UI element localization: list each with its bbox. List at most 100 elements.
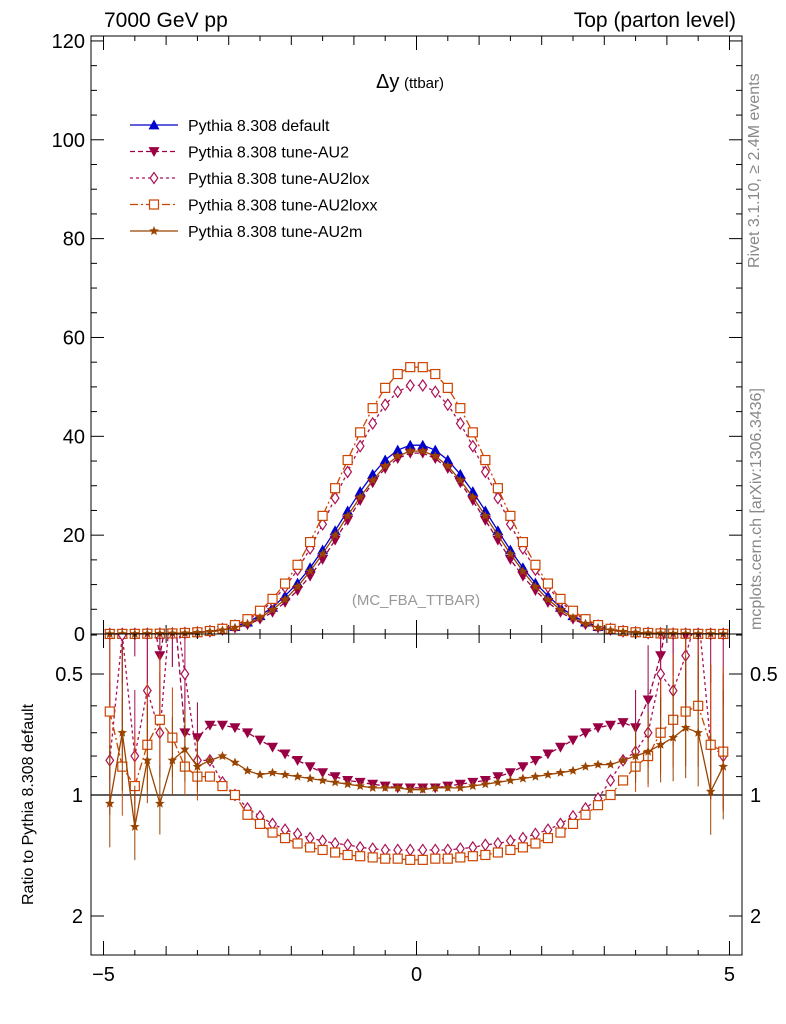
ratio-series-marker xyxy=(668,580,679,590)
ratio-series-marker xyxy=(555,767,566,777)
ratio-series-marker xyxy=(605,789,616,801)
ratio-y-tick-label: 2 xyxy=(72,906,83,928)
ratio-series-marker xyxy=(555,827,566,838)
main-series-marker xyxy=(418,446,428,456)
ratio-series-marker xyxy=(330,777,340,787)
main-series-marker xyxy=(304,536,316,548)
main-series-marker xyxy=(468,439,478,453)
main-series-marker xyxy=(142,628,153,638)
main-series-marker xyxy=(330,491,340,505)
ratio-series-marker xyxy=(492,772,504,783)
ratio-series-marker xyxy=(480,849,491,861)
ratio-series-marker xyxy=(493,777,503,787)
ratio-series-marker xyxy=(480,838,490,852)
ratio-series-marker xyxy=(493,836,503,851)
ratio-series-marker xyxy=(304,842,316,853)
ratio-series-marker xyxy=(167,580,178,590)
main-series-marker xyxy=(405,378,415,392)
main-series-marker xyxy=(530,581,541,591)
ratio-series-marker xyxy=(155,798,165,808)
ratio-series-marker xyxy=(443,782,453,792)
main-series-marker xyxy=(330,530,340,540)
ratio-series-marker xyxy=(405,843,415,857)
main-series-marker xyxy=(593,622,603,632)
legend-label: Pythia 8.308 tune-AU2 xyxy=(188,145,349,162)
legend-label: Pythia 8.308 tune-AU2loxx xyxy=(188,198,377,215)
main-series-marker xyxy=(429,444,441,455)
ratio-series-marker xyxy=(343,838,353,852)
main-series-marker xyxy=(467,496,479,507)
ratio-series-marker xyxy=(518,831,528,845)
ratio-series-marker xyxy=(405,854,416,865)
main-series-marker xyxy=(342,510,353,520)
ratio-series-marker xyxy=(605,720,617,731)
main-series-marker xyxy=(217,625,228,635)
ratio-series-marker xyxy=(529,755,541,766)
main-series-marker xyxy=(455,475,466,485)
legend-label: Pythia 8.308 tune-AU2lox xyxy=(188,171,369,188)
ratio-series-marker xyxy=(317,775,328,785)
ratio-series-marker xyxy=(505,834,515,848)
ratio-series xyxy=(105,645,728,861)
main-series-marker xyxy=(655,628,666,638)
main-series-marker xyxy=(442,382,453,393)
ratio-series-marker xyxy=(455,852,466,863)
main-series-marker xyxy=(555,604,566,614)
ratio-series-marker xyxy=(105,798,115,808)
main-series-marker xyxy=(580,618,591,628)
legend-marker xyxy=(148,199,160,210)
ratio-series-marker xyxy=(392,853,403,864)
legend: Pythia 8.308 default Pythia 8.308 tune-AU… xyxy=(130,118,377,241)
ratio-series-marker xyxy=(418,843,428,857)
ratio-series-marker xyxy=(630,751,641,761)
main-series-marker xyxy=(443,461,453,470)
main-series-marker xyxy=(180,628,190,638)
ratio-series-marker xyxy=(117,549,128,559)
ratio-series-marker xyxy=(468,781,478,791)
main-series-marker xyxy=(167,628,178,638)
ratio-series-marker xyxy=(254,818,266,829)
ratio-series-marker xyxy=(104,706,115,717)
main-series-marker xyxy=(305,566,315,576)
main-series-marker xyxy=(393,451,403,461)
main-series-marker xyxy=(430,451,440,461)
ratio-series-marker xyxy=(593,759,603,769)
main-series-marker xyxy=(493,530,503,540)
main-series-marker xyxy=(554,607,566,618)
ratio-series-marker xyxy=(480,779,491,789)
ratio-x-tick-label: 5 xyxy=(724,964,735,986)
main-series-marker xyxy=(542,578,554,589)
ratio-x-tick-label: 0 xyxy=(411,964,422,986)
main-series-marker xyxy=(279,597,291,608)
main-series-marker xyxy=(643,628,653,638)
ratio-series-marker xyxy=(104,580,115,590)
ratio-series-marker xyxy=(705,786,716,796)
ratio-series-marker xyxy=(217,751,228,761)
main-series-marker xyxy=(442,464,454,474)
main-series-marker xyxy=(267,607,279,618)
ratio-series-marker xyxy=(229,723,241,734)
main-series-marker xyxy=(493,491,503,505)
main-y-tick-label: 0 xyxy=(74,624,85,646)
main-series-marker xyxy=(230,622,240,632)
ratio-series-marker xyxy=(292,755,304,766)
ratio-series-marker xyxy=(279,832,291,844)
ratio-series-marker xyxy=(129,510,140,520)
ratio-series-marker xyxy=(117,727,128,737)
ratio-series-marker xyxy=(442,853,453,864)
ratio-series-marker xyxy=(605,759,616,769)
main-y-tick-label: 120 xyxy=(52,31,85,53)
main-series-marker xyxy=(279,578,291,589)
ratio-series xyxy=(105,634,728,857)
ratio-series-marker xyxy=(693,580,704,590)
ratio-series-marker xyxy=(180,744,190,754)
ratio-series-marker xyxy=(192,761,203,771)
ratio-series-marker xyxy=(542,832,554,844)
ratio-series-marker xyxy=(592,723,604,734)
ratio-series-marker xyxy=(217,780,228,792)
ratio-series-marker xyxy=(705,549,716,559)
main-series-marker xyxy=(467,427,478,438)
main-series-marker xyxy=(354,496,366,507)
ratio-series-marker xyxy=(656,667,666,681)
ratio-series-marker xyxy=(355,851,366,862)
